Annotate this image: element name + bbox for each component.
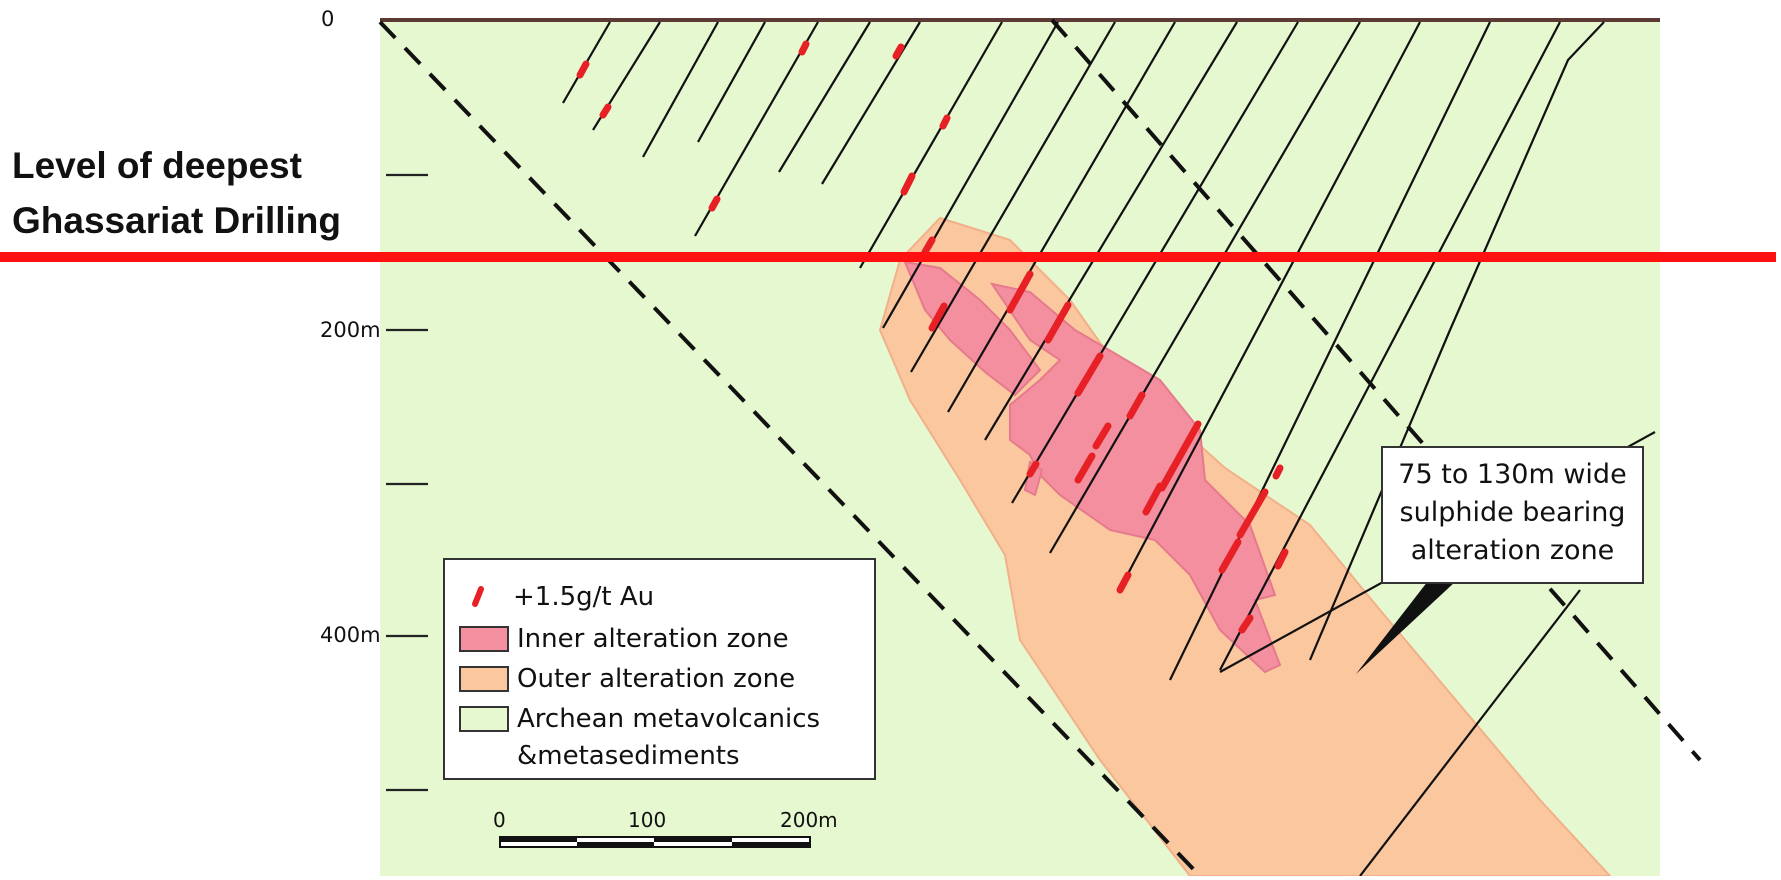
drill-hole [910, 21, 1116, 373]
gold-intercept [1142, 482, 1164, 516]
drill-hole [947, 21, 1176, 413]
legend-item-host-cont: &metasediments [517, 737, 740, 775]
callout-line2: sulphide bearing [1399, 497, 1626, 528]
gold-intercept [928, 302, 948, 332]
gold-intercept [921, 236, 936, 256]
gold-intercept [892, 43, 905, 60]
drilling-level-note-line2: Ghassariat Drilling [12, 200, 341, 241]
scale-bar-segment [732, 842, 810, 847]
scale-label-100: 100 [628, 808, 667, 832]
gold-intercept [1238, 614, 1254, 634]
gold-intercept [1274, 548, 1289, 570]
scale-label-0: 0 [493, 808, 506, 832]
depth-label-400m: 400m [320, 623, 381, 647]
depth-label-0: 0 [321, 7, 335, 31]
gold-intercept [1126, 391, 1146, 420]
legend: +1.5g/t Au Inner alteration zone Outer a… [443, 558, 876, 780]
gold-intercept [900, 172, 916, 196]
drill-hole [697, 21, 766, 143]
drill-hole [642, 21, 719, 158]
legend-label-gold: +1.5g/t Au [513, 582, 655, 612]
drilling-level-note-line1: Level of deepest [12, 145, 302, 186]
scale-bar-segment [654, 837, 732, 842]
outer-zone-swatch [459, 666, 509, 692]
drill-hole [1359, 589, 1581, 877]
drill-hole [859, 21, 1003, 269]
scale-bar-segment [577, 842, 654, 847]
inner-zone-swatch [459, 626, 509, 652]
gold-intercept [1092, 422, 1112, 450]
legend-label-host-line1: Archean metavolcanics [517, 704, 821, 734]
gold-intercept [599, 103, 612, 119]
drill-hole [984, 21, 1238, 441]
drill-hole [882, 21, 1059, 329]
host-rock-swatch [459, 706, 509, 732]
legend-item-host: Archean metavolcanics [459, 700, 820, 738]
drilling-level-note: Level of deepest Ghassariat Drilling [12, 138, 341, 248]
drill-hole [778, 21, 871, 173]
gold-intercept [1006, 270, 1034, 314]
inner-alteration-zone [989, 282, 1282, 674]
gold-intercept [1074, 352, 1104, 397]
drill-hole [1308, 21, 1605, 661]
gold-intercept [1074, 452, 1096, 484]
drill-hole [1011, 21, 1299, 504]
legend-item-gold: +1.5g/t Au [459, 578, 654, 616]
gold-intercept-icon [472, 586, 484, 607]
gold-intercepts [576, 40, 1289, 634]
gold-intercept [1236, 488, 1269, 539]
legend-item-outer: Outer alteration zone [459, 660, 795, 698]
fault-dashed-line-east [1050, 18, 1702, 762]
gold-intercept [1116, 571, 1132, 594]
gold-intercept [939, 114, 951, 130]
gold-intercept [798, 40, 810, 56]
callout-line3: alteration zone [1410, 535, 1615, 566]
gold-intercept [1158, 420, 1202, 492]
scale-bar [499, 836, 811, 848]
legend-label-outer: Outer alteration zone [517, 664, 796, 694]
depth-ticks [386, 173, 428, 792]
fault-dashed-line-west [378, 20, 1202, 878]
gold-intercept [1272, 464, 1284, 480]
legend-item-inner: Inner alteration zone [459, 620, 789, 658]
drill-hole [1121, 21, 1421, 586]
gold-intercept [708, 195, 721, 212]
gold-intercept [1026, 460, 1040, 478]
drill-hole [1049, 21, 1361, 554]
gold-intercept [576, 60, 590, 79]
alteration-zone-callout: 75 to 130m wide sulphide bearing alterat… [1381, 446, 1644, 584]
gold-intercept [1044, 301, 1072, 344]
gold-intercept [1218, 538, 1242, 574]
scale-label-200m: 200m [780, 808, 838, 832]
legend-label-host-line2: &metasediments [517, 741, 740, 771]
callout-line1: 75 to 130m wide [1398, 459, 1627, 490]
depth-label-200m: 200m [320, 318, 381, 342]
deepest-drilling-level-line [0, 252, 1776, 262]
scale-bar-segment [500, 837, 577, 842]
legend-label-inner: Inner alteration zone [517, 624, 789, 654]
callout-pointer [1356, 581, 1456, 674]
